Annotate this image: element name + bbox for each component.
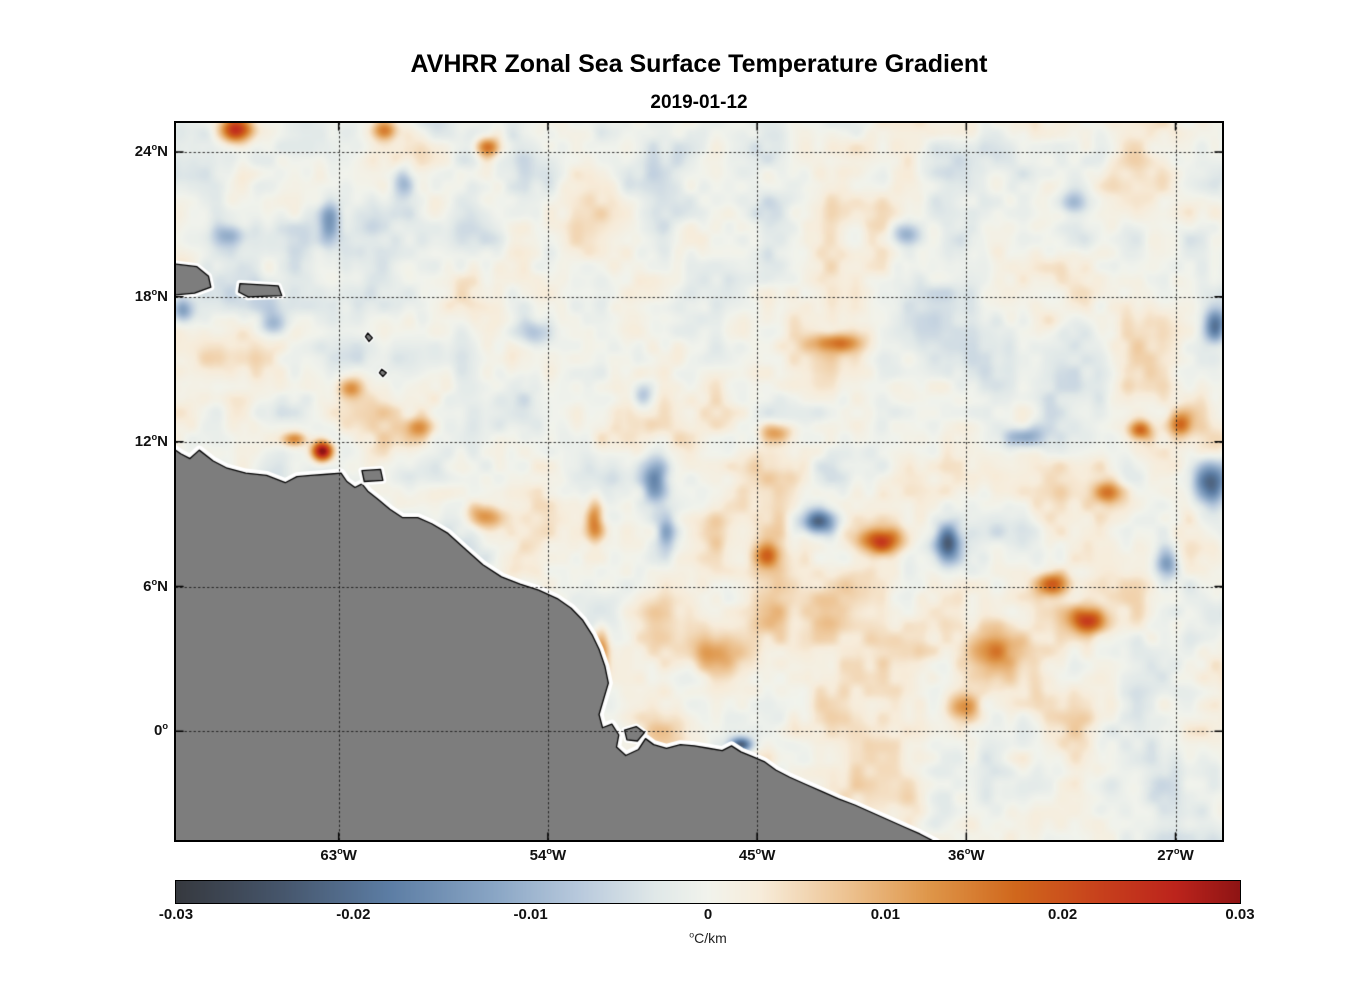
y-tick-label: 12oN (60, 431, 168, 453)
colorbar-unit-label: oC/km (648, 930, 768, 946)
degree-symbol: o (1173, 846, 1180, 856)
tick-hemisphere: W (761, 847, 776, 864)
degree-symbol: o (151, 576, 158, 587)
tick-number: 54 (529, 847, 547, 864)
tick-number: 24 (134, 142, 152, 160)
colorbar-unit-text: C/km (694, 930, 727, 946)
chart-subtitle-date: 2019-01-12 (650, 92, 748, 113)
degree-symbol: o (162, 721, 168, 732)
x-tick-label: 63oW (299, 846, 379, 864)
colorbar-tick-label: -0.03 (158, 906, 194, 923)
tick-number: 6 (143, 577, 152, 595)
y-tick-label: 24oN (60, 141, 168, 163)
x-tick-label: 27oW (1136, 846, 1216, 864)
tick-number: 0 (153, 722, 163, 740)
map-plot-area (174, 121, 1224, 842)
tick-hemisphere: W (1179, 847, 1194, 864)
degree-symbol: o (964, 846, 971, 856)
tick-hemisphere: N (157, 287, 168, 305)
tick-hemisphere: N (157, 432, 168, 450)
y-tick-label: 6oN (60, 576, 168, 598)
tick-hemisphere: W (970, 847, 985, 864)
degree-symbol: o (689, 929, 695, 940)
y-tick-label: 18oN (60, 286, 168, 308)
tick-number: 63 (320, 847, 338, 864)
tick-hemisphere: N (157, 142, 168, 160)
sst-gradient-map-canvas (176, 123, 1222, 840)
colorbar-gradient-canvas (176, 881, 1240, 903)
degree-symbol: o (755, 846, 762, 856)
colorbar-tick-label: -0.02 (336, 906, 371, 923)
x-tick-label: 36oW (926, 846, 1006, 864)
tick-number: 12 (134, 432, 152, 450)
colorbar-tick-label: 0.03 (1225, 906, 1255, 923)
colorbar-tick-label: 0.02 (1048, 906, 1078, 923)
tick-hemisphere: W (552, 847, 567, 864)
tick-hemisphere: N (157, 577, 168, 595)
colorbar-tick-label: 0.01 (870, 906, 900, 923)
colorbar-tick-label: 0 (703, 906, 713, 923)
chart-title: AVHRR Zonal Sea Surface Temperature Grad… (410, 50, 988, 78)
degree-symbol: o (337, 846, 343, 856)
degree-symbol: o (546, 846, 552, 856)
tick-number: 36 (948, 847, 965, 864)
colorbar (175, 880, 1241, 904)
colorbar-tick-label: -0.01 (513, 906, 548, 923)
y-tick-label: 0o (60, 720, 168, 742)
tick-number: 45 (738, 847, 756, 864)
degree-symbol: o (151, 286, 158, 297)
degree-symbol: o (151, 141, 158, 152)
tick-hemisphere: W (342, 847, 357, 864)
degree-symbol: o (151, 431, 158, 442)
tick-number: 18 (134, 287, 152, 305)
x-tick-label: 45oW (717, 846, 797, 864)
tick-number: 27 (1157, 847, 1174, 864)
x-tick-label: 54oW (508, 846, 588, 864)
